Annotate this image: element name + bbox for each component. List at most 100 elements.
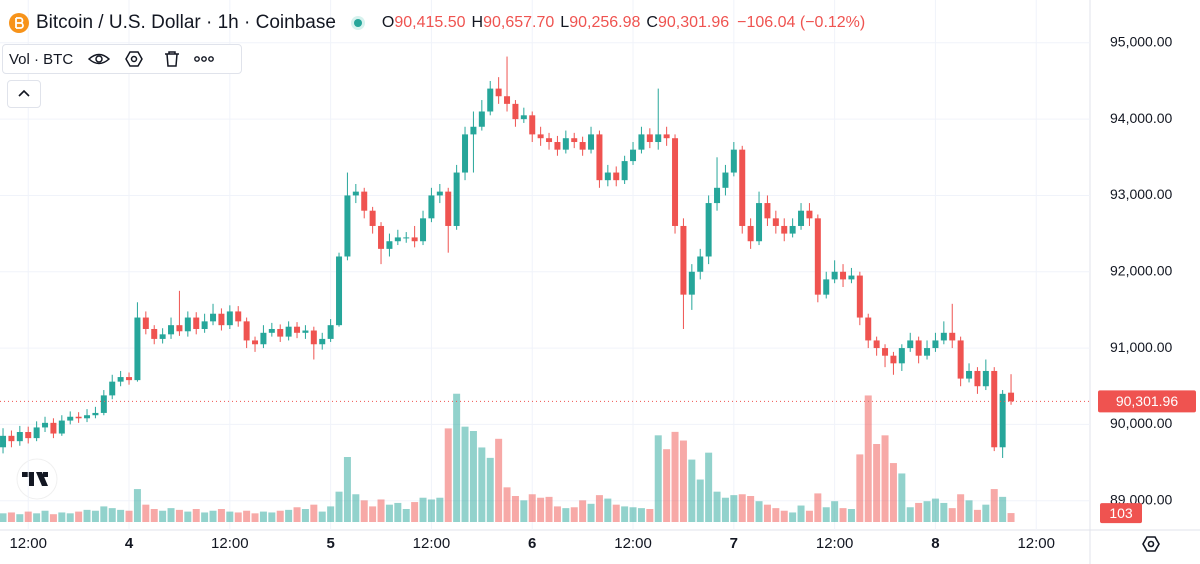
volume-bar	[369, 506, 377, 522]
volume-bar	[957, 494, 965, 522]
candle-body	[453, 172, 460, 226]
candle-body	[915, 340, 922, 356]
volume-bar	[553, 506, 561, 522]
volume-bar	[864, 395, 872, 522]
candle-body	[604, 172, 611, 181]
candle-body	[856, 275, 863, 318]
legend-icons[interactable]	[85, 47, 225, 71]
volume-bar	[755, 501, 763, 522]
caret-icon	[18, 89, 30, 97]
candle-body	[655, 134, 662, 143]
x-tick-label: 4	[125, 535, 134, 552]
volume-bar	[318, 511, 326, 522]
volume-bar	[789, 512, 797, 522]
collapse-button[interactable]	[7, 80, 41, 108]
volume-bar	[831, 501, 839, 522]
volume-bar	[16, 514, 24, 522]
candle-body	[336, 256, 343, 326]
candle-body	[327, 325, 334, 339]
change-label: −106.04 (−0.12%)	[737, 14, 866, 31]
candle-body	[361, 191, 368, 211]
candle-body	[789, 225, 796, 234]
volume-bar	[184, 511, 192, 522]
candle-body	[730, 149, 737, 173]
candle-body	[42, 422, 49, 428]
candle-body	[436, 191, 443, 196]
volume-bar	[335, 491, 343, 522]
symbol-title: Bitcoin / U.S. Dollar · 1h · Coinbase	[36, 12, 336, 33]
candle-body	[33, 427, 40, 439]
volume-bar	[730, 495, 738, 522]
candle-body	[394, 237, 401, 242]
volume-bar	[7, 512, 15, 522]
volume-bar	[679, 440, 687, 522]
candle-body	[537, 134, 544, 139]
x-tick-label: 12:00	[9, 535, 47, 552]
last-price-label: 90,301.96	[1116, 393, 1178, 409]
volume-bar	[251, 513, 259, 522]
candle-body	[596, 134, 603, 181]
candle-body	[252, 340, 259, 345]
candle-body	[865, 317, 872, 341]
volume-bar	[713, 491, 721, 522]
volume-bar	[570, 507, 578, 522]
volume-bar	[0, 513, 7, 522]
volume-bar	[604, 498, 612, 522]
market-status	[350, 16, 365, 30]
grid	[0, 0, 1090, 530]
candle-body	[16, 432, 23, 442]
volume-bar	[486, 457, 494, 522]
volume-bar	[906, 507, 914, 522]
y-tick-label: 91,000.00	[1110, 339, 1172, 355]
volume-bar	[285, 509, 293, 522]
volume-bar	[747, 496, 755, 522]
candle-body	[529, 115, 536, 135]
y-tick-label: 90,000.00	[1110, 415, 1172, 431]
x-tick-label: 12:00	[413, 535, 451, 552]
last-volume-box	[1100, 503, 1142, 524]
volume-bar	[411, 502, 419, 522]
volume-bar	[999, 496, 1007, 522]
settings-icon[interactable]	[1142, 536, 1160, 552]
x-tick-label: 5	[326, 535, 334, 552]
volume-bar	[503, 487, 511, 522]
volume-bar	[234, 512, 242, 522]
candle-body	[302, 330, 309, 333]
candle-body	[386, 241, 393, 249]
volume-bar	[436, 497, 444, 522]
candle-body	[67, 416, 74, 421]
candle-body	[176, 325, 183, 332]
volume-bar	[915, 502, 923, 522]
volume-bar	[360, 500, 368, 522]
candle-body	[142, 317, 149, 329]
bitcoin-icon	[9, 13, 29, 33]
candle-body	[352, 191, 359, 196]
candle-body	[890, 355, 897, 364]
volume-bar	[125, 510, 133, 522]
candle-body	[310, 330, 317, 345]
candle-body	[109, 381, 116, 396]
candle-body	[512, 103, 519, 120]
candle-body	[831, 271, 838, 280]
candle-body	[739, 149, 746, 226]
candle-body	[982, 370, 989, 387]
volume-bar	[377, 499, 385, 522]
volume-bar	[595, 495, 603, 522]
candle-body	[823, 279, 830, 295]
volume-bars	[0, 393, 1015, 522]
legend-value: 90,415.50	[394, 14, 466, 31]
candle-body	[445, 191, 452, 226]
candle-body	[201, 321, 208, 329]
candle-body	[159, 334, 166, 339]
volume-bar	[579, 500, 587, 522]
candle-body	[949, 332, 956, 341]
tv-logo	[16, 458, 58, 500]
candle-body	[798, 210, 805, 226]
candle-body	[554, 142, 561, 150]
candle-body	[663, 134, 670, 139]
volume-bar	[923, 501, 931, 522]
legend-value: 90,301.96	[657, 14, 730, 31]
candle-body	[277, 328, 284, 337]
